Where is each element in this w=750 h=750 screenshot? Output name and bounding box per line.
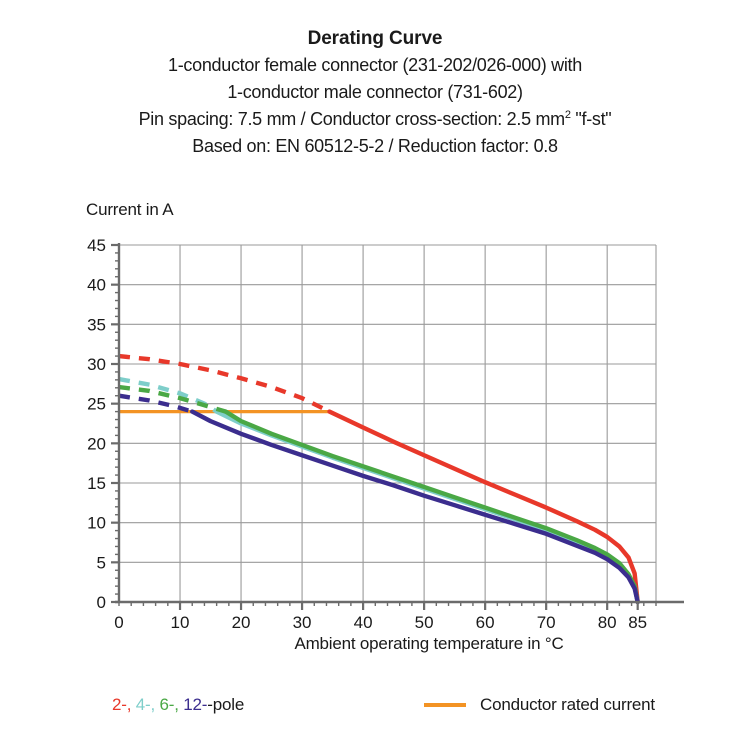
x-tick-label: 40 <box>354 613 373 632</box>
chart-series-group <box>118 353 640 605</box>
series-line-dashed <box>118 393 193 414</box>
x-tick-label: 85 <box>628 613 647 632</box>
y-tick-label: 0 <box>97 593 106 612</box>
series-12-pole <box>118 393 640 605</box>
title-line-4-text: Pin spacing: 7.5 mm / Conductor cross-se… <box>138 109 566 129</box>
series-line-solid <box>214 409 640 605</box>
y-axis-label: Current in A <box>86 200 174 219</box>
legend-rated-current: Conductor rated current <box>424 695 655 715</box>
series-line-solid <box>190 409 640 605</box>
x-tick-label: 30 <box>293 613 312 632</box>
legend-separator: , <box>150 695 160 714</box>
series-6-pole <box>118 384 640 605</box>
title-line-3: 1-conductor male connector (731-602) <box>227 82 523 102</box>
series-line-solid <box>223 409 640 605</box>
title-line-2: 1-conductor female connector (231-202/02… <box>168 55 582 75</box>
legend-entry-12-pole: 12- <box>183 695 208 714</box>
chart-axes <box>111 243 684 610</box>
series-line-dashed <box>118 353 331 414</box>
y-tick-label: 35 <box>87 315 106 334</box>
series-2-pole <box>118 353 640 605</box>
series-line-solid <box>327 409 640 605</box>
superscript-two: 2 <box>564 109 571 121</box>
y-tick-label: 40 <box>87 276 106 295</box>
x-tick-label: 80 <box>598 613 617 632</box>
x-tick-label: 70 <box>537 613 556 632</box>
legend-entry-6-pole: 6- <box>159 695 175 714</box>
title-line-5: Based on: EN 60512-5-2 / Reduction facto… <box>192 136 558 156</box>
chart-gridlines <box>119 244 657 602</box>
legend-separator: , <box>174 695 184 714</box>
legend-pole-suffix: -pole <box>207 695 245 714</box>
x-tick-label: 10 <box>171 613 190 632</box>
chart-legend: 2-, 4-, 6-, 12--pole Conductor rated cur… <box>0 695 750 725</box>
y-tick-label: 10 <box>87 514 106 533</box>
title-line-4: Pin spacing: 7.5 mm / Conductor cross-se… <box>0 106 750 133</box>
rated-current-swatch <box>424 703 466 707</box>
legend-separator: , <box>126 695 136 714</box>
legend-entry-4-pole: 4- <box>135 695 151 714</box>
y-tick-label: 25 <box>87 395 106 414</box>
x-tick-label: 50 <box>415 613 434 632</box>
x-tick-label: 60 <box>476 613 495 632</box>
page-title: Derating Curve <box>307 28 443 49</box>
title-line-4-suffix: "f-st" <box>570 109 612 129</box>
y-tick-label: 15 <box>87 474 106 493</box>
y-tick-label: 5 <box>97 553 106 572</box>
y-tick-label: 30 <box>87 355 106 374</box>
x-axis-label: Ambient operating temperature in °C <box>294 634 564 653</box>
series-line-dashed <box>118 384 227 414</box>
y-tick-label: 45 <box>87 236 106 255</box>
chart-title-block: Derating Curve 1-conductor female connec… <box>0 26 750 160</box>
rated-current-label: Conductor rated current <box>480 695 655 714</box>
legend-pole-entries: 2-, 4-, 6-, 12--pole <box>112 695 244 715</box>
x-tick-label: 20 <box>232 613 251 632</box>
series-line-dashed <box>118 376 218 414</box>
x-tick-label: 0 <box>114 613 123 632</box>
chart-tick-labels: 0 5 10 15 20 25 30 35 40 45 0 10 20 30 40 50 60 70 80 85 <box>87 236 647 632</box>
y-tick-label: 20 <box>87 434 106 453</box>
legend-entry-2-pole: 2- <box>112 695 127 714</box>
